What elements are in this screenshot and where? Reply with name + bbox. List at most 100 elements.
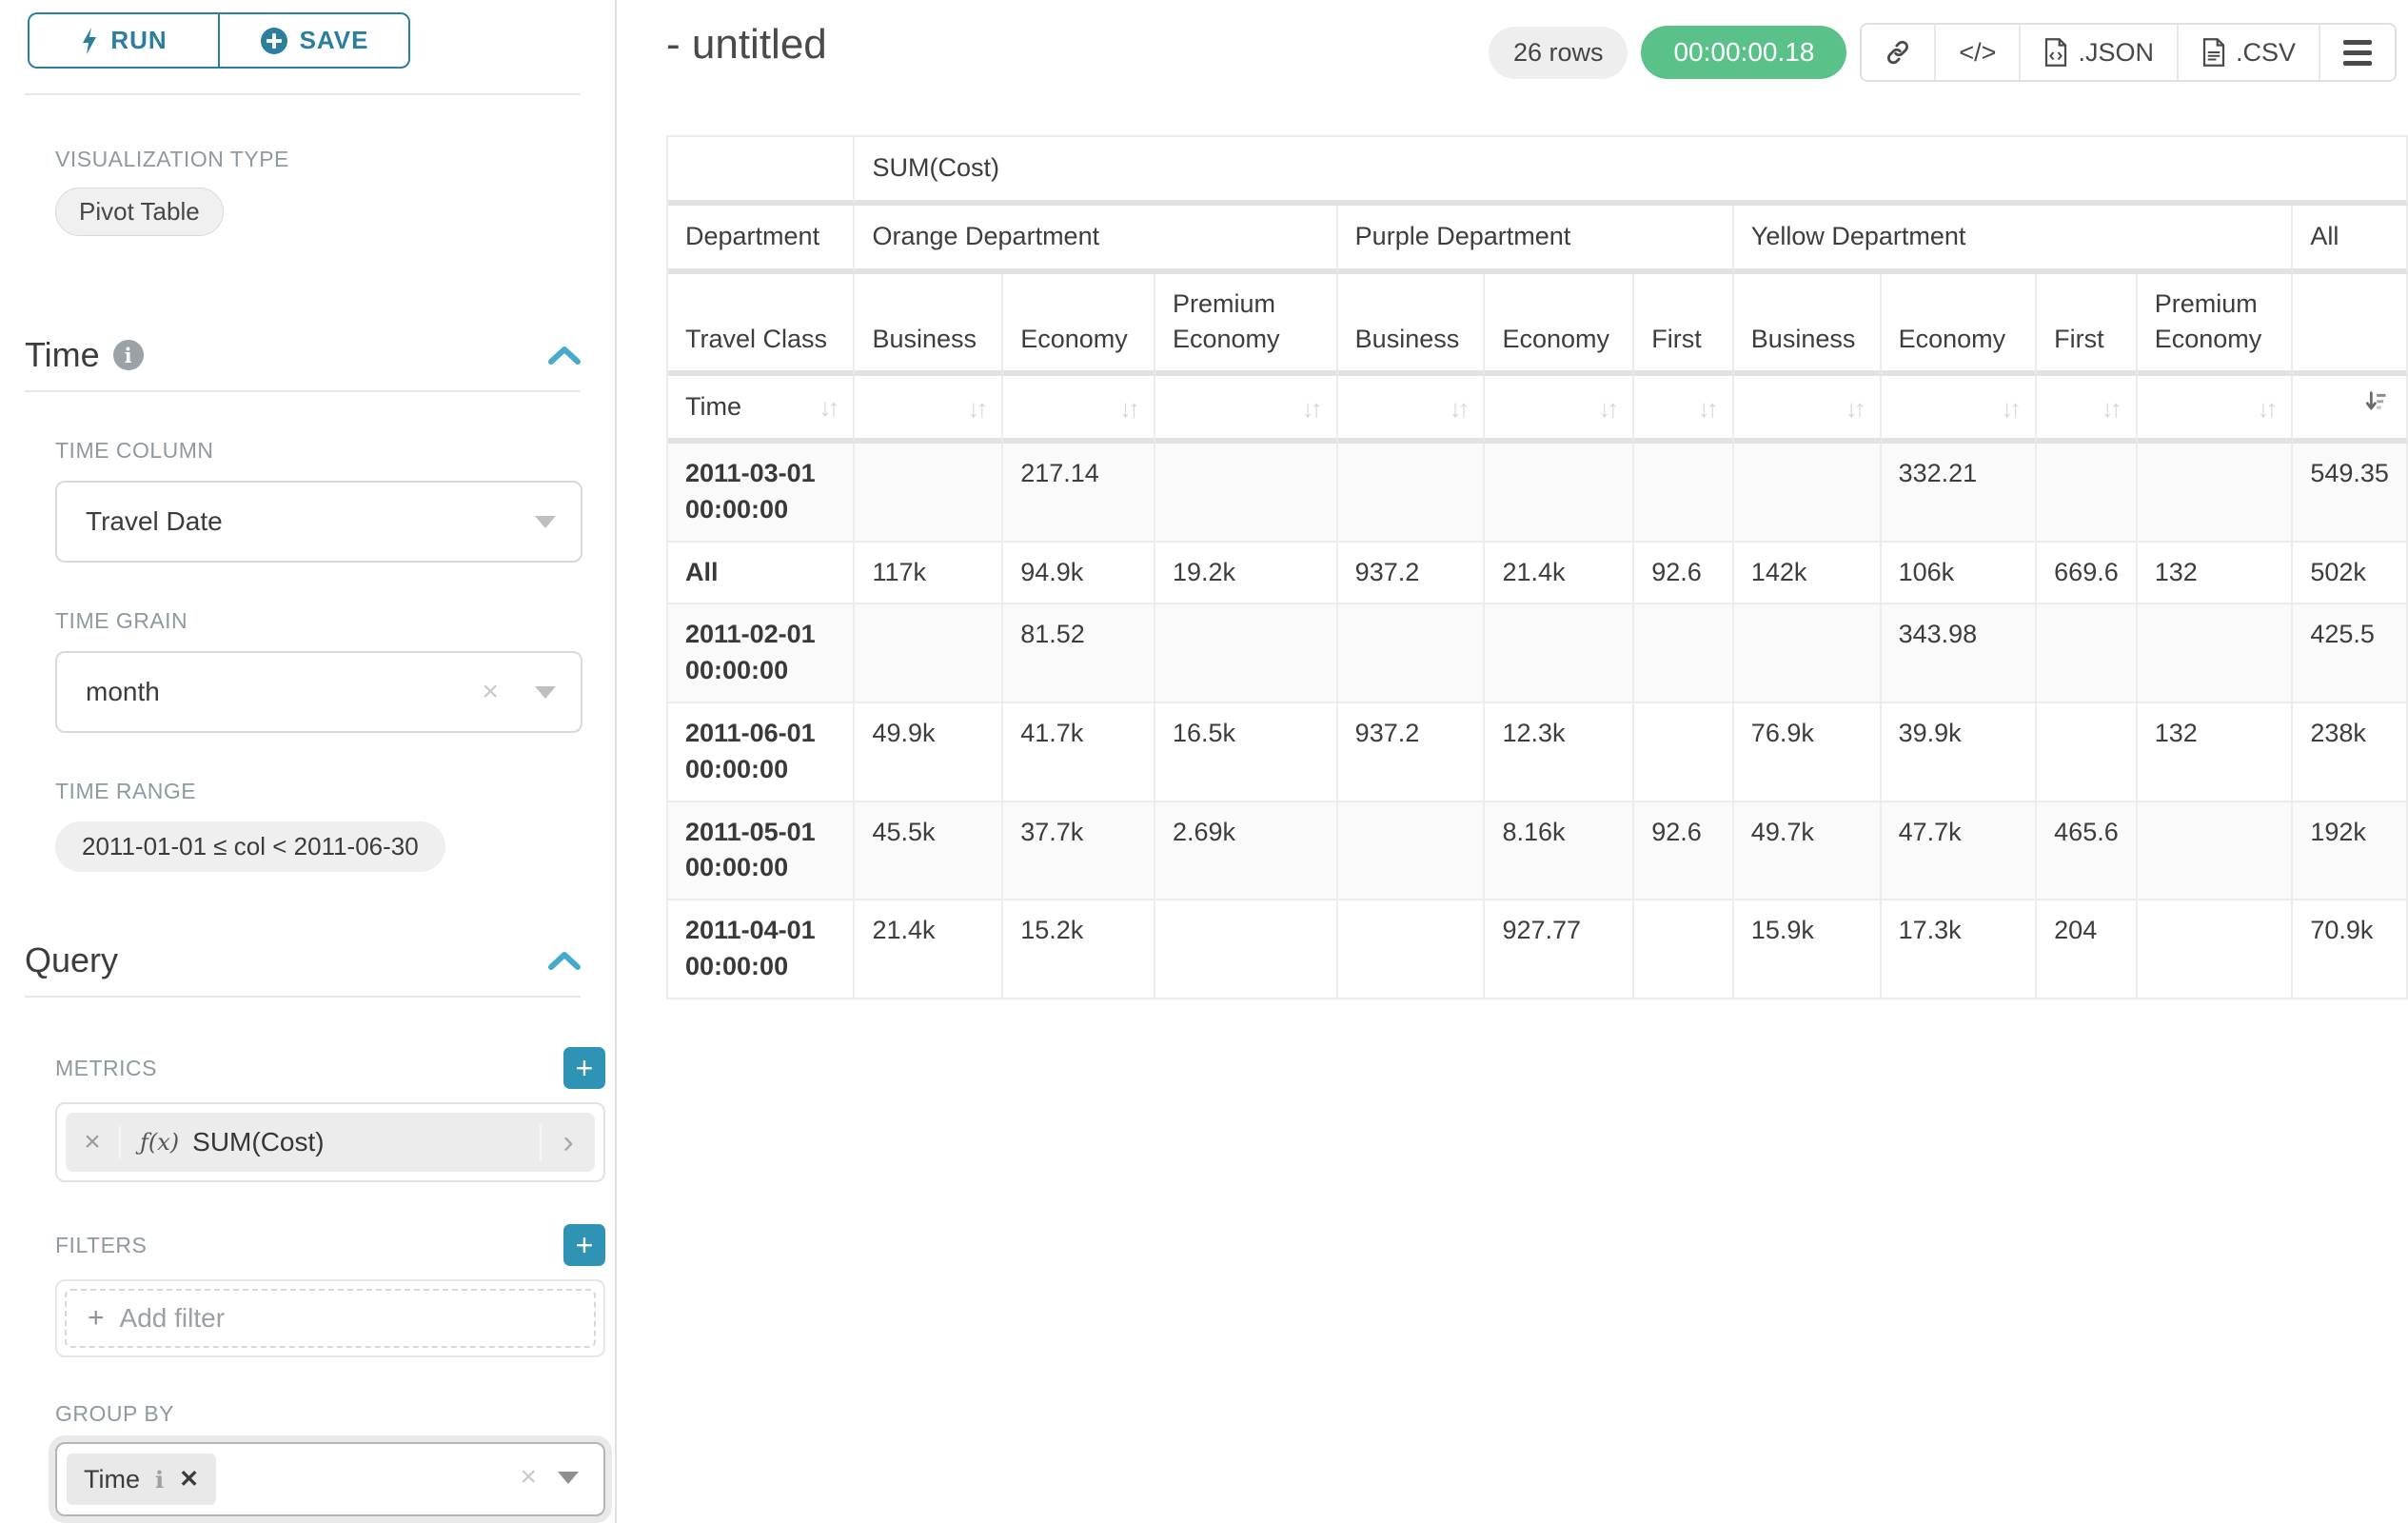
value-cell: 92.6 — [1634, 801, 1734, 901]
add-filter-button[interactable]: + Add filter — [65, 1289, 596, 1348]
value-cell: 16.5k — [1155, 702, 1338, 802]
time-column-select[interactable]: Travel Date — [55, 481, 582, 563]
remove-chip-icon[interactable]: ✕ — [179, 1466, 200, 1493]
chevron-up-icon[interactable] — [548, 951, 581, 970]
value-cell: 937.2 — [1337, 542, 1486, 605]
column-group-header[interactable]: Orange Department — [855, 205, 1338, 274]
value-cell: 92.6 — [1634, 542, 1734, 605]
column-class-header[interactable]: Economy — [1485, 273, 1635, 377]
row-count-badge: 26 rows — [1488, 26, 1628, 79]
save-button-label: SAVE — [299, 26, 369, 54]
sort-icon[interactable]: ↓↑ — [1301, 393, 1323, 423]
value-cell: 47.7k — [1881, 801, 2038, 901]
query-section-title: Query — [25, 940, 119, 979]
table-row: 2011-06-01 00:00:00 49.9k 41.7k 16.5k 937.2 1… — [668, 702, 2408, 802]
column-class-header[interactable]: Economy — [1003, 273, 1155, 377]
value-cell: 76.9k — [1733, 702, 1882, 802]
value-cell: 70.9k — [2293, 900, 2408, 999]
sort-icon[interactable]: ↓↑ — [1697, 393, 1719, 423]
sort-flex: ↓↑ — [1020, 391, 1140, 425]
time-column-value: Travel Date — [86, 506, 223, 536]
column-class-header[interactable]: Economy — [1881, 273, 2038, 377]
chevron-up-icon[interactable] — [548, 346, 581, 365]
column-class-header[interactable]: Business — [1337, 273, 1486, 377]
value-cell — [1337, 443, 1486, 543]
time-range-pill[interactable]: 2011-01-01 ≤ col < 2011-06-30 — [55, 821, 445, 872]
value-cell: 17.3k — [1881, 900, 2038, 999]
export-csv-button[interactable]: .CSV — [2178, 25, 2320, 80]
group-by-label: GROUP BY — [55, 1401, 174, 1426]
copy-link-button[interactable] — [1862, 25, 1937, 80]
sortable-column-cell: ↓↑ — [1155, 376, 1338, 444]
time-grain-select[interactable]: month × — [55, 651, 582, 733]
value-cell — [855, 604, 1004, 703]
group-by-select[interactable]: Time i ✕ × — [55, 1442, 605, 1516]
column-group-header[interactable]: Purple Department — [1337, 205, 1734, 274]
chevron-down-icon — [535, 685, 556, 699]
run-button-label: RUN — [110, 26, 168, 54]
sort-icon[interactable]: ↓↑ — [967, 393, 988, 423]
chip-label: Time — [84, 1464, 140, 1493]
sort-icon[interactable]: ↓↑ — [819, 392, 839, 422]
export-json-button[interactable]: .JSON — [2021, 25, 2179, 80]
run-button[interactable]: RUN — [28, 12, 219, 69]
query-section-header: Query — [25, 940, 581, 980]
time-header-cell: Time ↓↑ — [668, 376, 856, 444]
value-cell: 192k — [2293, 801, 2408, 901]
add-metric-button[interactable]: + — [563, 1047, 605, 1089]
add-filter-plus-button[interactable]: + — [563, 1224, 605, 1266]
sort-icon[interactable]: ↓↑ — [2001, 393, 2022, 423]
value-cell: 502k — [2293, 542, 2408, 605]
json-file-icon — [2045, 38, 2067, 67]
sort-icon[interactable]: ↓↑ — [2257, 393, 2278, 423]
value-cell — [1337, 900, 1486, 999]
sort-icon[interactable]: ↓↑ — [1845, 393, 1866, 423]
column-class-header[interactable]: Premium Economy — [2137, 273, 2294, 377]
expand-metric-icon[interactable]: › — [540, 1123, 595, 1161]
clear-icon[interactable]: × — [482, 676, 499, 707]
value-cell — [1485, 604, 1635, 703]
table-row: 2011-03-01 00:00:00 217.14 332.21 549.35 — [668, 443, 2408, 543]
clear-icon[interactable]: × — [520, 1461, 537, 1493]
metric-chip[interactable]: × ƒ(x) SUM(Cost) › — [66, 1113, 595, 1172]
value-cell: 49.7k — [1733, 801, 1882, 901]
value-cell — [1155, 900, 1338, 999]
save-button[interactable]: SAVE — [219, 12, 410, 69]
time-grain-label: TIME GRAIN — [55, 608, 188, 633]
add-filter-label: Add filter — [119, 1303, 226, 1333]
value-cell: 45.5k — [855, 801, 1004, 901]
sort-flex: ↓↑ — [1651, 391, 1719, 425]
column-class-header[interactable]: Business — [1733, 273, 1882, 377]
value-cell — [1634, 900, 1734, 999]
panel-toolbar: RUN SAVE — [0, 0, 615, 78]
sortable-column-cell: ↓↑ — [1881, 376, 2038, 444]
value-cell — [2137, 900, 2294, 999]
export-csv-label: .CSV — [2235, 37, 2296, 67]
column-class-header[interactable]: Premium Economy — [1155, 273, 1338, 377]
sort-icon[interactable]: ↓↑ — [1449, 393, 1470, 423]
column-class-header[interactable]: First — [1634, 273, 1734, 377]
sort-icon[interactable]: ↓↑ — [2101, 393, 2122, 423]
export-button-group: </> .JSON .CSV — [1860, 23, 2397, 82]
menu-button[interactable] — [2320, 25, 2395, 80]
dimension-chip[interactable]: Time i ✕ — [67, 1454, 217, 1505]
sort-descending-icon[interactable] — [2362, 388, 2389, 425]
value-cell: 937.2 — [1337, 702, 1486, 802]
chart-title[interactable]: - untitled — [666, 21, 827, 68]
value-cell — [2137, 604, 2294, 703]
section-divider — [25, 390, 581, 392]
column-class-header[interactable]: First — [2037, 273, 2138, 377]
viz-type-pill[interactable]: Pivot Table — [55, 188, 224, 236]
embed-code-button[interactable]: </> — [1936, 25, 2022, 80]
column-group-header[interactable]: Yellow Department — [1733, 205, 2294, 274]
column-group-header[interactable]: All — [2293, 205, 2408, 274]
time-section-header: Time i — [25, 335, 581, 375]
sort-icon[interactable]: ↓↑ — [1118, 393, 1140, 423]
value-cell: 132 — [2137, 702, 2294, 802]
sortable-column-cell — [2293, 376, 2408, 444]
column-class-header[interactable]: Business — [855, 273, 1004, 377]
value-cell: 39.9k — [1881, 702, 2038, 802]
remove-metric-icon[interactable]: × — [66, 1126, 121, 1158]
value-cell: 2.69k — [1155, 801, 1338, 901]
sort-icon[interactable]: ↓↑ — [1598, 393, 1619, 423]
